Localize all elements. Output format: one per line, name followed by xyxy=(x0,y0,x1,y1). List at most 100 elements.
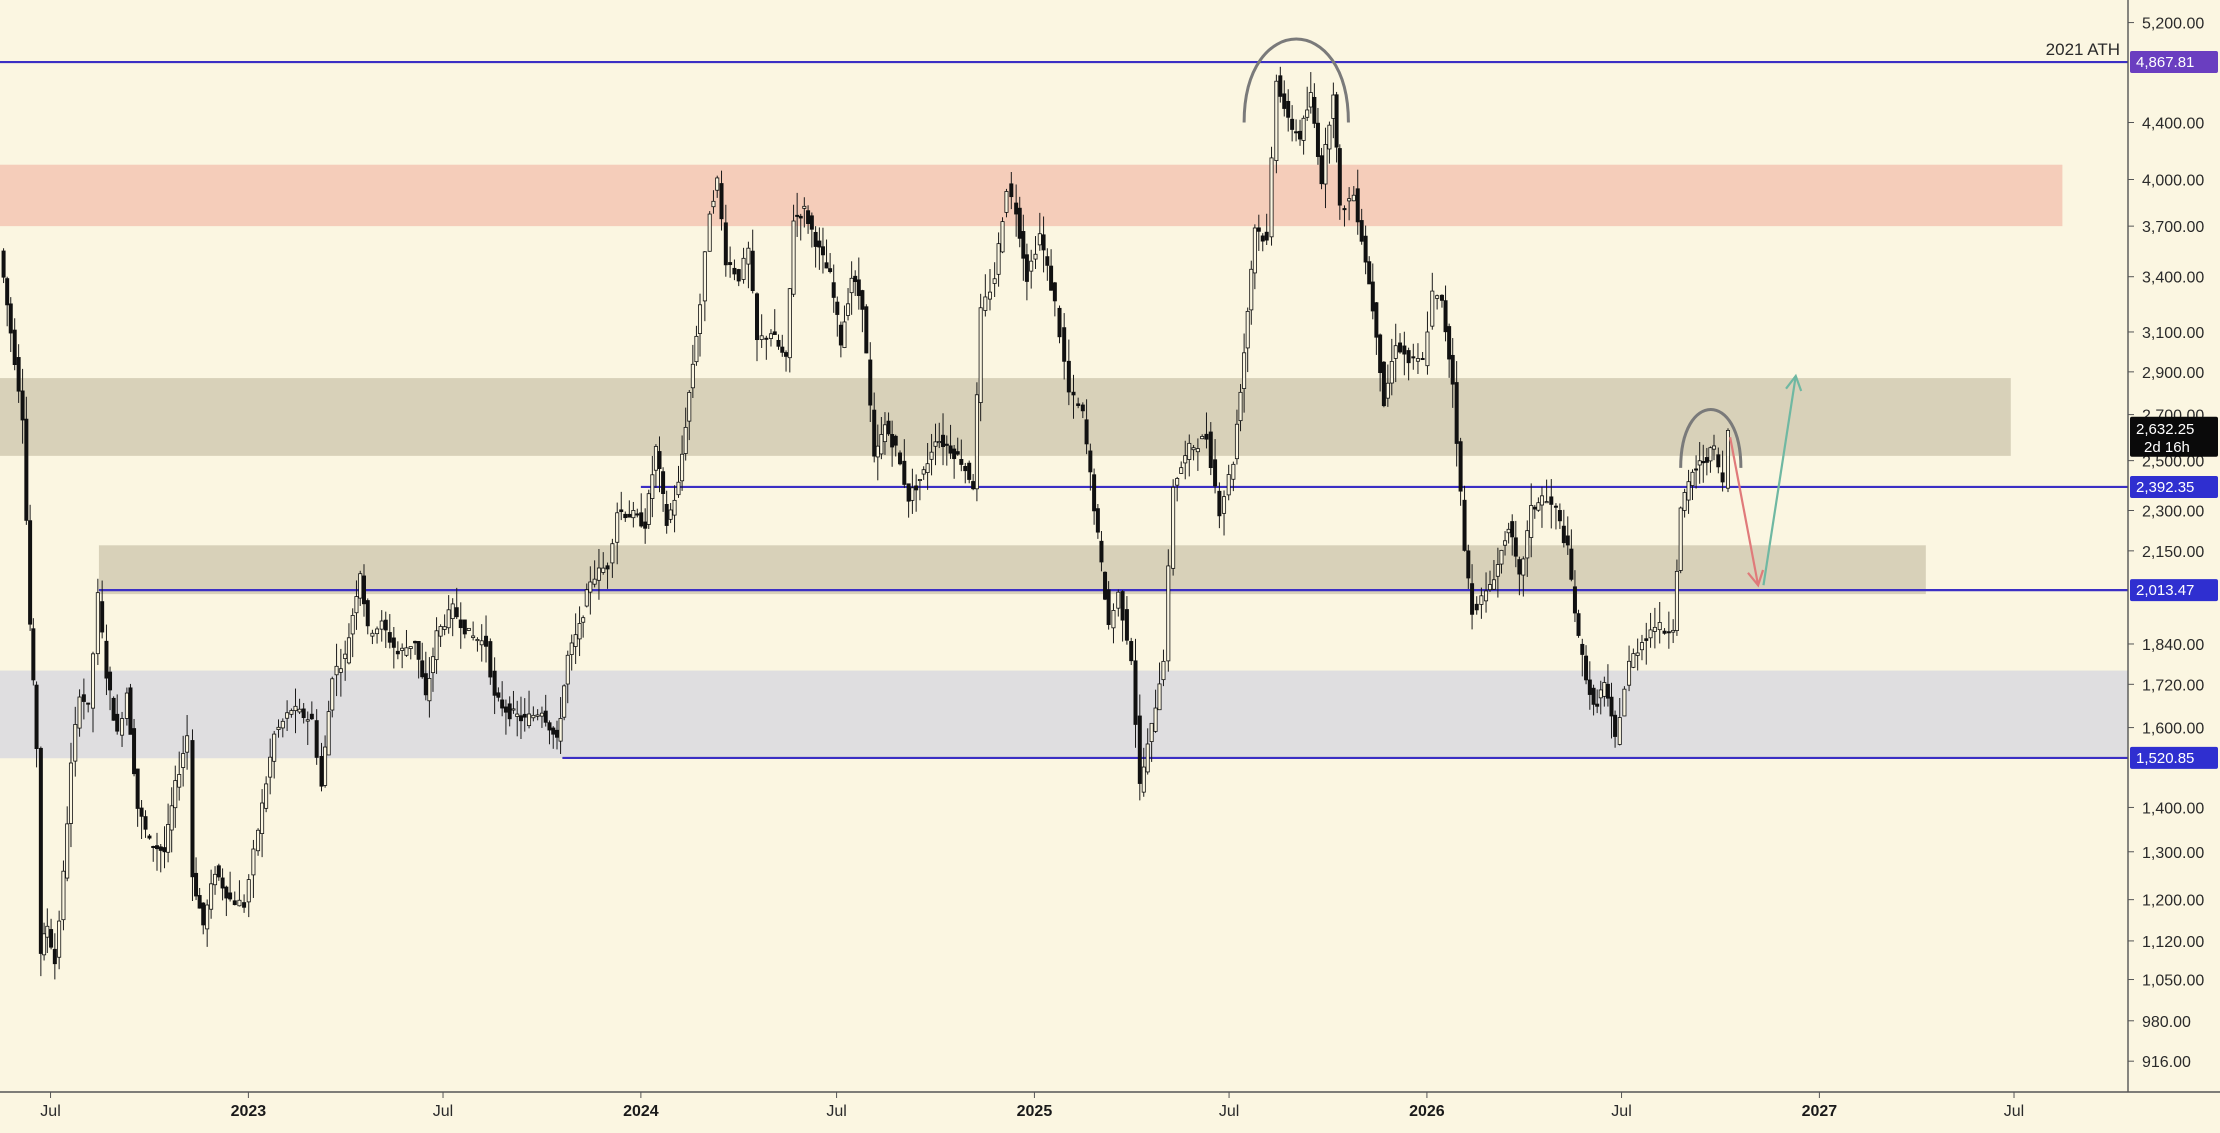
candle-body xyxy=(1704,457,1709,463)
candle-body xyxy=(1367,261,1372,285)
candle-body xyxy=(584,589,589,607)
x-tick-label: Jul xyxy=(826,1103,846,1120)
candle-body xyxy=(1331,94,1336,119)
x-tick-label: 2023 xyxy=(231,1103,267,1120)
candle-body xyxy=(1037,233,1042,246)
candle-body xyxy=(20,390,25,421)
candle-body xyxy=(289,710,294,715)
y-tick-label: 3,100.00 xyxy=(2142,325,2204,342)
candle-body xyxy=(1045,256,1050,266)
level-badge-label-0: 4,867.81 xyxy=(2136,54,2194,71)
candle-body xyxy=(1503,540,1508,546)
candle-body xyxy=(1204,433,1209,440)
arrow-up xyxy=(1762,375,1797,586)
candle-body xyxy=(1342,208,1347,211)
candle-body xyxy=(177,774,182,788)
candle-body xyxy=(1474,603,1479,611)
y-tick-label: 2,150.00 xyxy=(2142,544,2204,561)
candle-body xyxy=(190,740,195,878)
candle-body xyxy=(1381,361,1386,407)
candle-body xyxy=(650,474,655,499)
candle-body xyxy=(365,600,370,627)
level-badge-1 xyxy=(2130,475,2218,498)
candle-body xyxy=(596,567,601,581)
current-price-label: 2,632.25 xyxy=(2136,421,2194,438)
candle-body xyxy=(154,845,159,850)
candle-body xyxy=(205,904,210,930)
y-tick-label: 1,120.00 xyxy=(2142,934,2204,951)
candle-body xyxy=(643,521,648,529)
candle-body xyxy=(555,729,560,738)
level-badge-2 xyxy=(2130,579,2218,602)
candle-body xyxy=(185,735,190,753)
candle-body xyxy=(276,726,281,731)
candle-body xyxy=(635,513,640,516)
candle-body xyxy=(1260,235,1265,242)
candle-body xyxy=(795,214,800,217)
candle-body xyxy=(577,623,582,640)
zone-resistance xyxy=(0,164,2063,227)
candle-body xyxy=(715,177,720,191)
candle-body xyxy=(305,719,310,722)
candle-body xyxy=(81,694,86,702)
candle-body xyxy=(181,753,186,768)
candles xyxy=(1,66,1730,980)
zone-support xyxy=(0,670,2128,759)
candle-body xyxy=(49,929,54,948)
candle-body xyxy=(955,451,960,455)
candle-body xyxy=(1458,441,1463,492)
candle-body xyxy=(1499,549,1504,565)
candle-body xyxy=(343,653,348,659)
candle-body xyxy=(1513,537,1518,557)
candle-body xyxy=(902,460,907,485)
candle-body xyxy=(128,687,133,735)
candle-body xyxy=(562,685,567,718)
candle-body xyxy=(581,617,586,623)
candle-body xyxy=(1443,300,1448,333)
candle-body xyxy=(5,278,10,306)
candle-body xyxy=(1393,345,1398,359)
candle-body xyxy=(1274,80,1279,162)
candle-body xyxy=(1095,508,1100,533)
candle-body xyxy=(828,268,833,273)
candle-body xyxy=(1024,254,1029,282)
candle-body xyxy=(784,352,789,357)
candle-body xyxy=(741,257,746,280)
candle-body xyxy=(963,466,968,472)
x-tick-label: 2027 xyxy=(1802,1103,1838,1120)
candle-body xyxy=(354,596,359,614)
candle-body xyxy=(1315,122,1320,157)
candle-body xyxy=(1517,559,1522,575)
candle-body xyxy=(820,246,825,256)
candle-body xyxy=(135,768,140,809)
candle-body xyxy=(1565,535,1570,546)
candle-body xyxy=(933,441,938,447)
candle-body xyxy=(1671,629,1676,633)
candle-body xyxy=(496,692,501,698)
candle-body xyxy=(314,720,319,758)
candle-body xyxy=(707,213,712,252)
candle-body xyxy=(334,665,339,676)
candle-body xyxy=(893,435,898,446)
candle-body xyxy=(917,479,922,482)
candle-body xyxy=(875,445,880,458)
candle-body xyxy=(661,471,666,494)
y-tick-label: 1,050.00 xyxy=(2142,973,2204,990)
candle-body xyxy=(1166,565,1171,662)
candle-body xyxy=(764,337,769,340)
candle-body xyxy=(723,222,728,266)
candle-body xyxy=(1406,350,1411,364)
candle-body xyxy=(1662,630,1667,634)
candle-body xyxy=(702,251,707,302)
candle-body xyxy=(653,446,658,471)
candle-body xyxy=(860,290,865,310)
candle-body xyxy=(547,722,552,731)
candle-body xyxy=(1175,478,1180,486)
candle-body xyxy=(1479,595,1484,605)
candle-body xyxy=(1041,234,1046,251)
candle-body xyxy=(952,448,957,460)
candle-body xyxy=(1049,265,1054,291)
candle-body xyxy=(879,434,884,455)
candle-body xyxy=(543,710,548,723)
